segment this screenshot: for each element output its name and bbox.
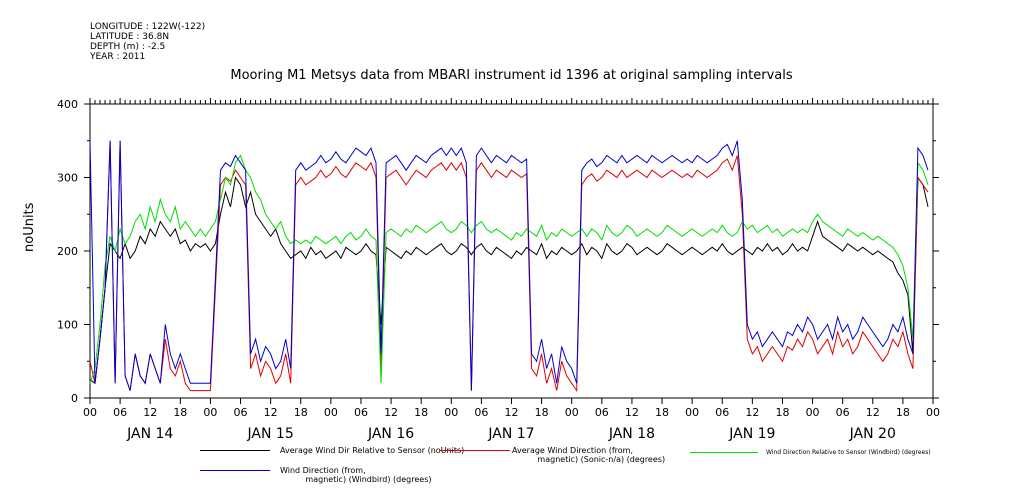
x-tick-label: 12	[625, 406, 639, 419]
legend-item-red: Average Wind Direction (from, magnetic) …	[440, 446, 670, 470]
x-tick-label: 18	[414, 406, 428, 419]
legend-swatch-black	[200, 450, 270, 451]
longitude-text: LONGITUDE : 122W(-122)	[90, 22, 206, 32]
day-label: JAN 20	[849, 426, 896, 442]
legend-label-blue: Wind Direction (from, magnetic) (Windbir…	[280, 466, 432, 484]
x-tick-label: 00	[203, 406, 217, 419]
x-tick-label: 12	[143, 406, 157, 419]
x-tick-label: 12	[866, 406, 880, 419]
x-tick-label: 12	[384, 406, 398, 419]
series-line-2	[89, 154, 929, 384]
legend-label-red: Average Wind Direction (from, magnetic) …	[512, 446, 666, 464]
axis-ticks: 0 100 200 300 400 00 06 12 18 00 06 12 18 00 06 12 18 00 0…	[57, 98, 940, 442]
series-layer	[89, 140, 929, 393]
day-label: JAN 17	[487, 426, 534, 442]
depth-text: DEPTH (m) : -2.5	[90, 42, 166, 52]
x-tick-label: 06	[234, 406, 248, 419]
y-tick-label: 0	[71, 392, 78, 405]
metadata-block: LONGITUDE : 122W(-122) LATITUDE : 36.8N …	[90, 22, 205, 62]
x-tick-label: 00	[83, 406, 97, 419]
x-tick-label: 06	[715, 406, 729, 419]
y-tick-label: 300	[57, 172, 78, 185]
series-line-3	[89, 140, 929, 391]
x-tick-label: 06	[595, 406, 609, 419]
x-tick-label: 18	[896, 406, 910, 419]
x-tick-label: 18	[294, 406, 308, 419]
x-tick-label: 12	[264, 406, 278, 419]
legend-swatch-green	[690, 452, 758, 453]
legend-label-black: Average Wind Dir Relative to Sensor (noU…	[280, 446, 465, 455]
y-tick-label: 400	[57, 98, 78, 111]
legend-item-blue: Wind Direction (from, magnetic) (Windbir…	[200, 466, 460, 490]
x-tick-label: 00	[926, 406, 940, 419]
x-tick-label: 18	[173, 406, 187, 419]
legend-label-green: Wind Direction Relative to Sensor (Windb…	[766, 449, 931, 456]
x-tick-label: 00	[565, 406, 579, 419]
y-tick-label: 100	[57, 319, 78, 332]
day-label: JAN 16	[367, 426, 414, 442]
x-tick-label: 06	[474, 406, 488, 419]
day-label: JAN 15	[247, 426, 294, 442]
legend-swatch-red	[440, 450, 510, 451]
y-axis-label: noUnits	[22, 202, 37, 252]
x-tick-label: 12	[745, 406, 759, 419]
day-label: JAN 14	[126, 426, 173, 442]
x-tick-label: 00	[806, 406, 820, 419]
legend-swatch-blue	[200, 470, 270, 471]
y-tick-label: 200	[57, 245, 78, 258]
legend-item-green: Wind Direction Relative to Sensor (Windb…	[690, 448, 960, 462]
x-tick-label: 06	[113, 406, 127, 419]
x-tick-label: 18	[655, 406, 669, 419]
x-tick-label: 00	[444, 406, 458, 419]
day-label: JAN 19	[728, 426, 775, 442]
x-tick-label: 12	[505, 406, 519, 419]
x-tick-label: 18	[535, 406, 549, 419]
series-line-0	[89, 175, 929, 385]
x-tick-label: 18	[775, 406, 789, 419]
chart-title: Mooring M1 Metsys data from MBARI instru…	[230, 68, 793, 83]
x-tick-label: 00	[685, 406, 699, 419]
latitude-text: LATITUDE : 36.8N	[90, 32, 170, 42]
day-label: JAN 18	[608, 426, 655, 442]
year-text: YEAR : 2011	[90, 52, 146, 62]
x-tick-label: 06	[836, 406, 850, 419]
x-tick-label: 00	[324, 406, 338, 419]
x-tick-label: 06	[354, 406, 368, 419]
